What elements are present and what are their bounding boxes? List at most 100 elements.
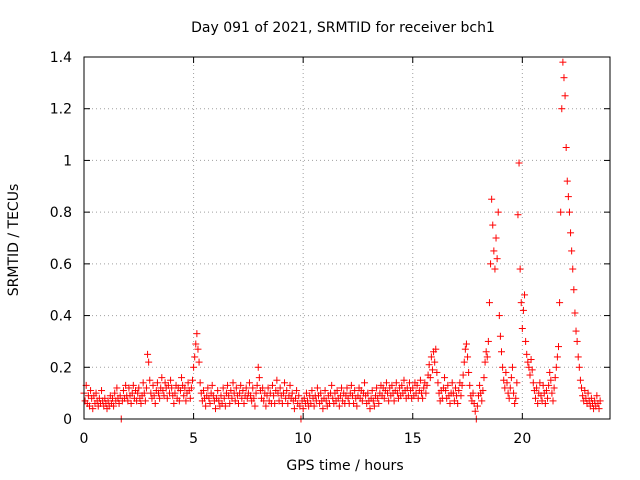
data-point — [155, 389, 163, 397]
data-point — [191, 353, 199, 361]
data-point — [321, 387, 329, 395]
data-point — [140, 389, 148, 397]
data-point — [129, 381, 137, 389]
data-point — [485, 299, 493, 307]
data-point — [319, 405, 327, 413]
data-point — [204, 384, 212, 392]
data-point — [193, 330, 201, 338]
data-point — [242, 384, 250, 392]
data-point — [293, 387, 301, 395]
data-point — [512, 394, 520, 402]
data-point — [116, 392, 124, 400]
data-point — [510, 389, 518, 397]
data-point — [505, 394, 513, 402]
data-point — [163, 394, 171, 402]
data-point — [428, 366, 436, 374]
data-point — [398, 381, 406, 389]
data-point — [533, 384, 541, 392]
data-point — [250, 394, 258, 402]
data-point — [448, 379, 456, 387]
data-point — [151, 399, 159, 407]
data-point — [353, 402, 361, 410]
data-point — [464, 353, 472, 361]
y-tick-label: 0.6 — [50, 257, 72, 273]
data-point — [444, 381, 452, 389]
data-point — [281, 379, 289, 387]
data-point — [496, 332, 504, 340]
data-point — [113, 384, 121, 392]
data-point — [149, 381, 157, 389]
data-point — [150, 392, 158, 400]
data-point — [205, 394, 213, 402]
data-point — [506, 384, 514, 392]
data-point — [145, 358, 153, 366]
data-point — [119, 387, 127, 395]
data-point — [351, 387, 359, 395]
data-point — [369, 397, 377, 405]
data-point — [226, 399, 234, 407]
data-point — [469, 389, 477, 397]
data-point — [199, 387, 207, 395]
data-point — [400, 376, 408, 384]
data-point — [270, 392, 278, 400]
data-point — [431, 358, 439, 366]
data-point — [221, 402, 229, 410]
data-point — [208, 381, 216, 389]
data-point — [188, 376, 196, 384]
y-tick-label: 0.8 — [50, 205, 72, 221]
data-point — [375, 399, 383, 407]
data-point — [295, 392, 303, 400]
data-point — [194, 345, 202, 353]
data-point — [87, 387, 95, 395]
data-point — [328, 381, 336, 389]
data-point — [409, 384, 417, 392]
data-point — [255, 374, 263, 382]
data-point — [366, 405, 374, 413]
data-point — [344, 394, 352, 402]
data-point — [245, 379, 253, 387]
data-point — [526, 371, 534, 379]
data-point — [187, 384, 195, 392]
data-point — [479, 387, 487, 395]
data-point — [283, 387, 291, 395]
data-point — [556, 299, 564, 307]
data-point — [212, 405, 219, 413]
data-point — [251, 402, 259, 410]
data-point — [333, 387, 341, 395]
data-point — [458, 381, 466, 389]
data-point — [229, 379, 237, 387]
data-point — [528, 366, 536, 374]
data-point — [232, 384, 240, 392]
data-point — [550, 384, 558, 392]
data-point — [139, 379, 147, 387]
data-point — [370, 402, 378, 410]
data-point — [273, 376, 281, 384]
data-point — [192, 340, 200, 348]
data-point — [460, 358, 468, 366]
data-point — [416, 376, 424, 384]
data-point — [522, 337, 530, 345]
x-tick-label: 5 — [189, 431, 198, 447]
data-point — [523, 350, 531, 358]
data-point — [571, 309, 579, 317]
data-point — [268, 381, 276, 389]
data-point — [498, 348, 506, 356]
data-point — [144, 350, 152, 358]
y-tick-label: 1.4 — [50, 50, 72, 66]
data-point — [290, 405, 298, 413]
data-point — [264, 384, 272, 392]
data-point — [310, 402, 318, 410]
data-point — [284, 399, 292, 407]
data-point — [593, 392, 601, 400]
data-point — [368, 387, 376, 395]
data-point — [484, 337, 492, 345]
data-point — [167, 376, 175, 384]
data-point — [240, 399, 248, 407]
data-point — [186, 394, 194, 402]
data-point — [196, 379, 204, 387]
data-point — [382, 379, 390, 387]
data-point — [141, 397, 149, 405]
data-point — [459, 371, 467, 379]
x-axis-title: GPS time / hours — [286, 458, 403, 474]
